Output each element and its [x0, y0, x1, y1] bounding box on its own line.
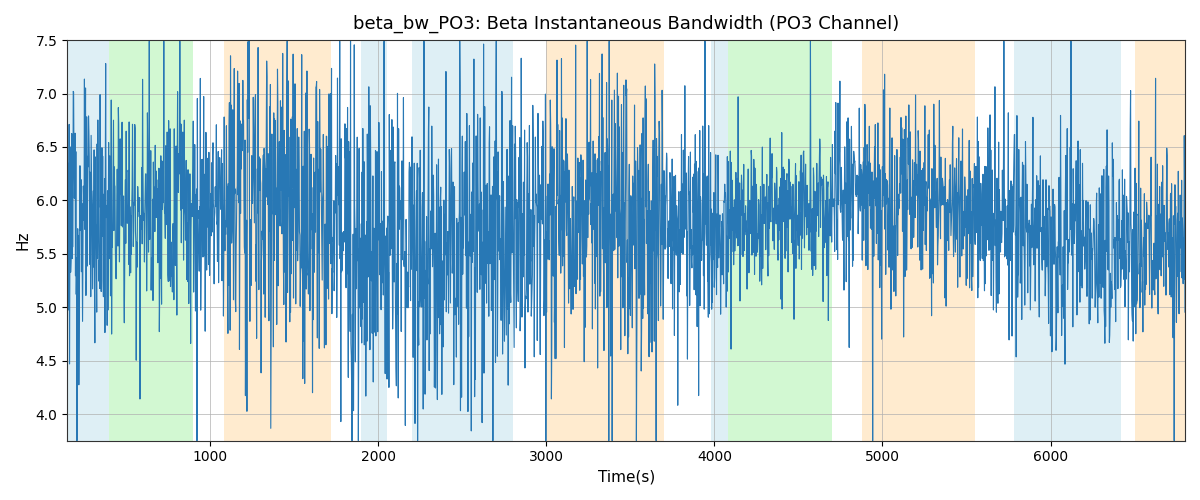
- Bar: [863, 40, 974, 440]
- Bar: [712, 40, 728, 440]
- X-axis label: Time(s): Time(s): [598, 470, 655, 485]
- Bar: [361, 40, 386, 440]
- Bar: [1014, 40, 1121, 440]
- Bar: [67, 40, 109, 440]
- Bar: [1134, 40, 1186, 440]
- Bar: [728, 40, 832, 440]
- Bar: [412, 40, 512, 440]
- Bar: [546, 40, 664, 440]
- Y-axis label: Hz: Hz: [16, 230, 30, 250]
- Title: beta_bw_PO3: Beta Instantaneous Bandwidth (PO3 Channel): beta_bw_PO3: Beta Instantaneous Bandwidt…: [353, 15, 899, 34]
- Bar: [223, 40, 331, 440]
- Bar: [109, 40, 193, 440]
